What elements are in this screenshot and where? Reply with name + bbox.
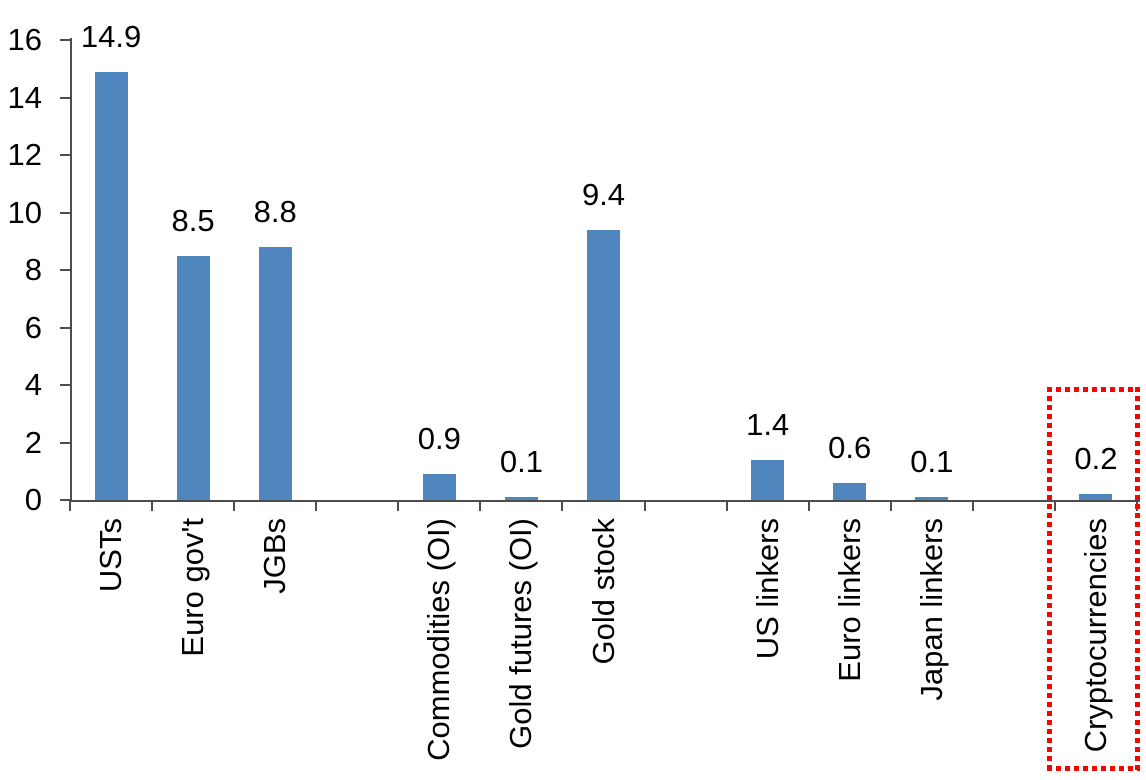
bar-value-label: 1.4 [746, 407, 790, 442]
y-axis-line [70, 38, 72, 502]
bar [422, 474, 456, 500]
category-label: Gold stock [585, 518, 621, 665]
y-tick [60, 441, 70, 444]
y-tick [60, 96, 70, 99]
highlight-box-edge [1046, 387, 1140, 392]
bar [833, 483, 867, 500]
bar-value-label: 8.8 [253, 194, 297, 229]
y-tick [60, 154, 70, 156]
x-tick [397, 500, 400, 511]
x-tick [561, 500, 564, 511]
x-tick [151, 500, 154, 511]
y-tick-label: 0 [24, 482, 42, 517]
x-tick [69, 500, 71, 511]
bar-value-label: 0.1 [910, 444, 954, 479]
category-label: Euro linkers [831, 518, 867, 682]
bar-value-label: 0.9 [417, 421, 461, 456]
y-tick [60, 211, 70, 214]
x-tick [643, 500, 646, 511]
bar [915, 497, 949, 500]
bar [504, 497, 538, 500]
highlight-box-edge [1046, 387, 1052, 771]
y-tick-label: 16 [7, 22, 42, 57]
y-tick-label: 2 [24, 424, 42, 460]
highlight-box-edge [1134, 387, 1140, 771]
y-tick [60, 269, 70, 271]
y-tick-label: 12 [7, 137, 42, 172]
y-tick [60, 499, 70, 501]
y-tick-label: 4 [24, 367, 42, 402]
x-tick [971, 500, 974, 511]
bar-value-label: 9.4 [581, 177, 626, 212]
bar [176, 256, 210, 500]
x-tick [479, 500, 482, 511]
bar-value-label: 0.6 [828, 430, 872, 465]
bar [1079, 494, 1113, 500]
highlight-box-edge [1046, 766, 1140, 771]
x-axis-line [70, 500, 1140, 502]
y-tick-label: 14 [7, 79, 42, 115]
x-tick [807, 500, 810, 511]
category-label: Commodities (OI) [421, 518, 457, 761]
category-label: Japan linkers [913, 518, 949, 701]
bar-value-label: 0.2 [1074, 441, 1118, 476]
y-tick-label: 8 [24, 252, 42, 287]
bar [94, 72, 128, 500]
bar [258, 247, 292, 500]
bar-value-label: 0.1 [499, 444, 543, 479]
x-tick [725, 500, 728, 511]
category-label: JGBs [257, 518, 293, 594]
y-tick-label: 6 [24, 309, 42, 345]
highlight-box [1046, 387, 1140, 771]
y-tick [60, 39, 70, 41]
category-label: Gold futures (OI) [503, 518, 539, 749]
category-label: USTs [93, 518, 129, 593]
x-tick [315, 500, 318, 511]
y-tick-label: 10 [7, 194, 42, 230]
x-tick [889, 500, 892, 511]
bar-value-label: 8.5 [171, 203, 215, 238]
x-tick [233, 500, 236, 511]
bar [587, 230, 620, 500]
category-label: US linkers [749, 518, 785, 660]
bar-value-label: 14.9 [80, 19, 142, 54]
y-tick [60, 326, 70, 329]
bar [751, 460, 785, 500]
x-tick [1053, 500, 1056, 511]
y-tick [60, 384, 70, 386]
category-label: Euro gov't [175, 518, 211, 657]
